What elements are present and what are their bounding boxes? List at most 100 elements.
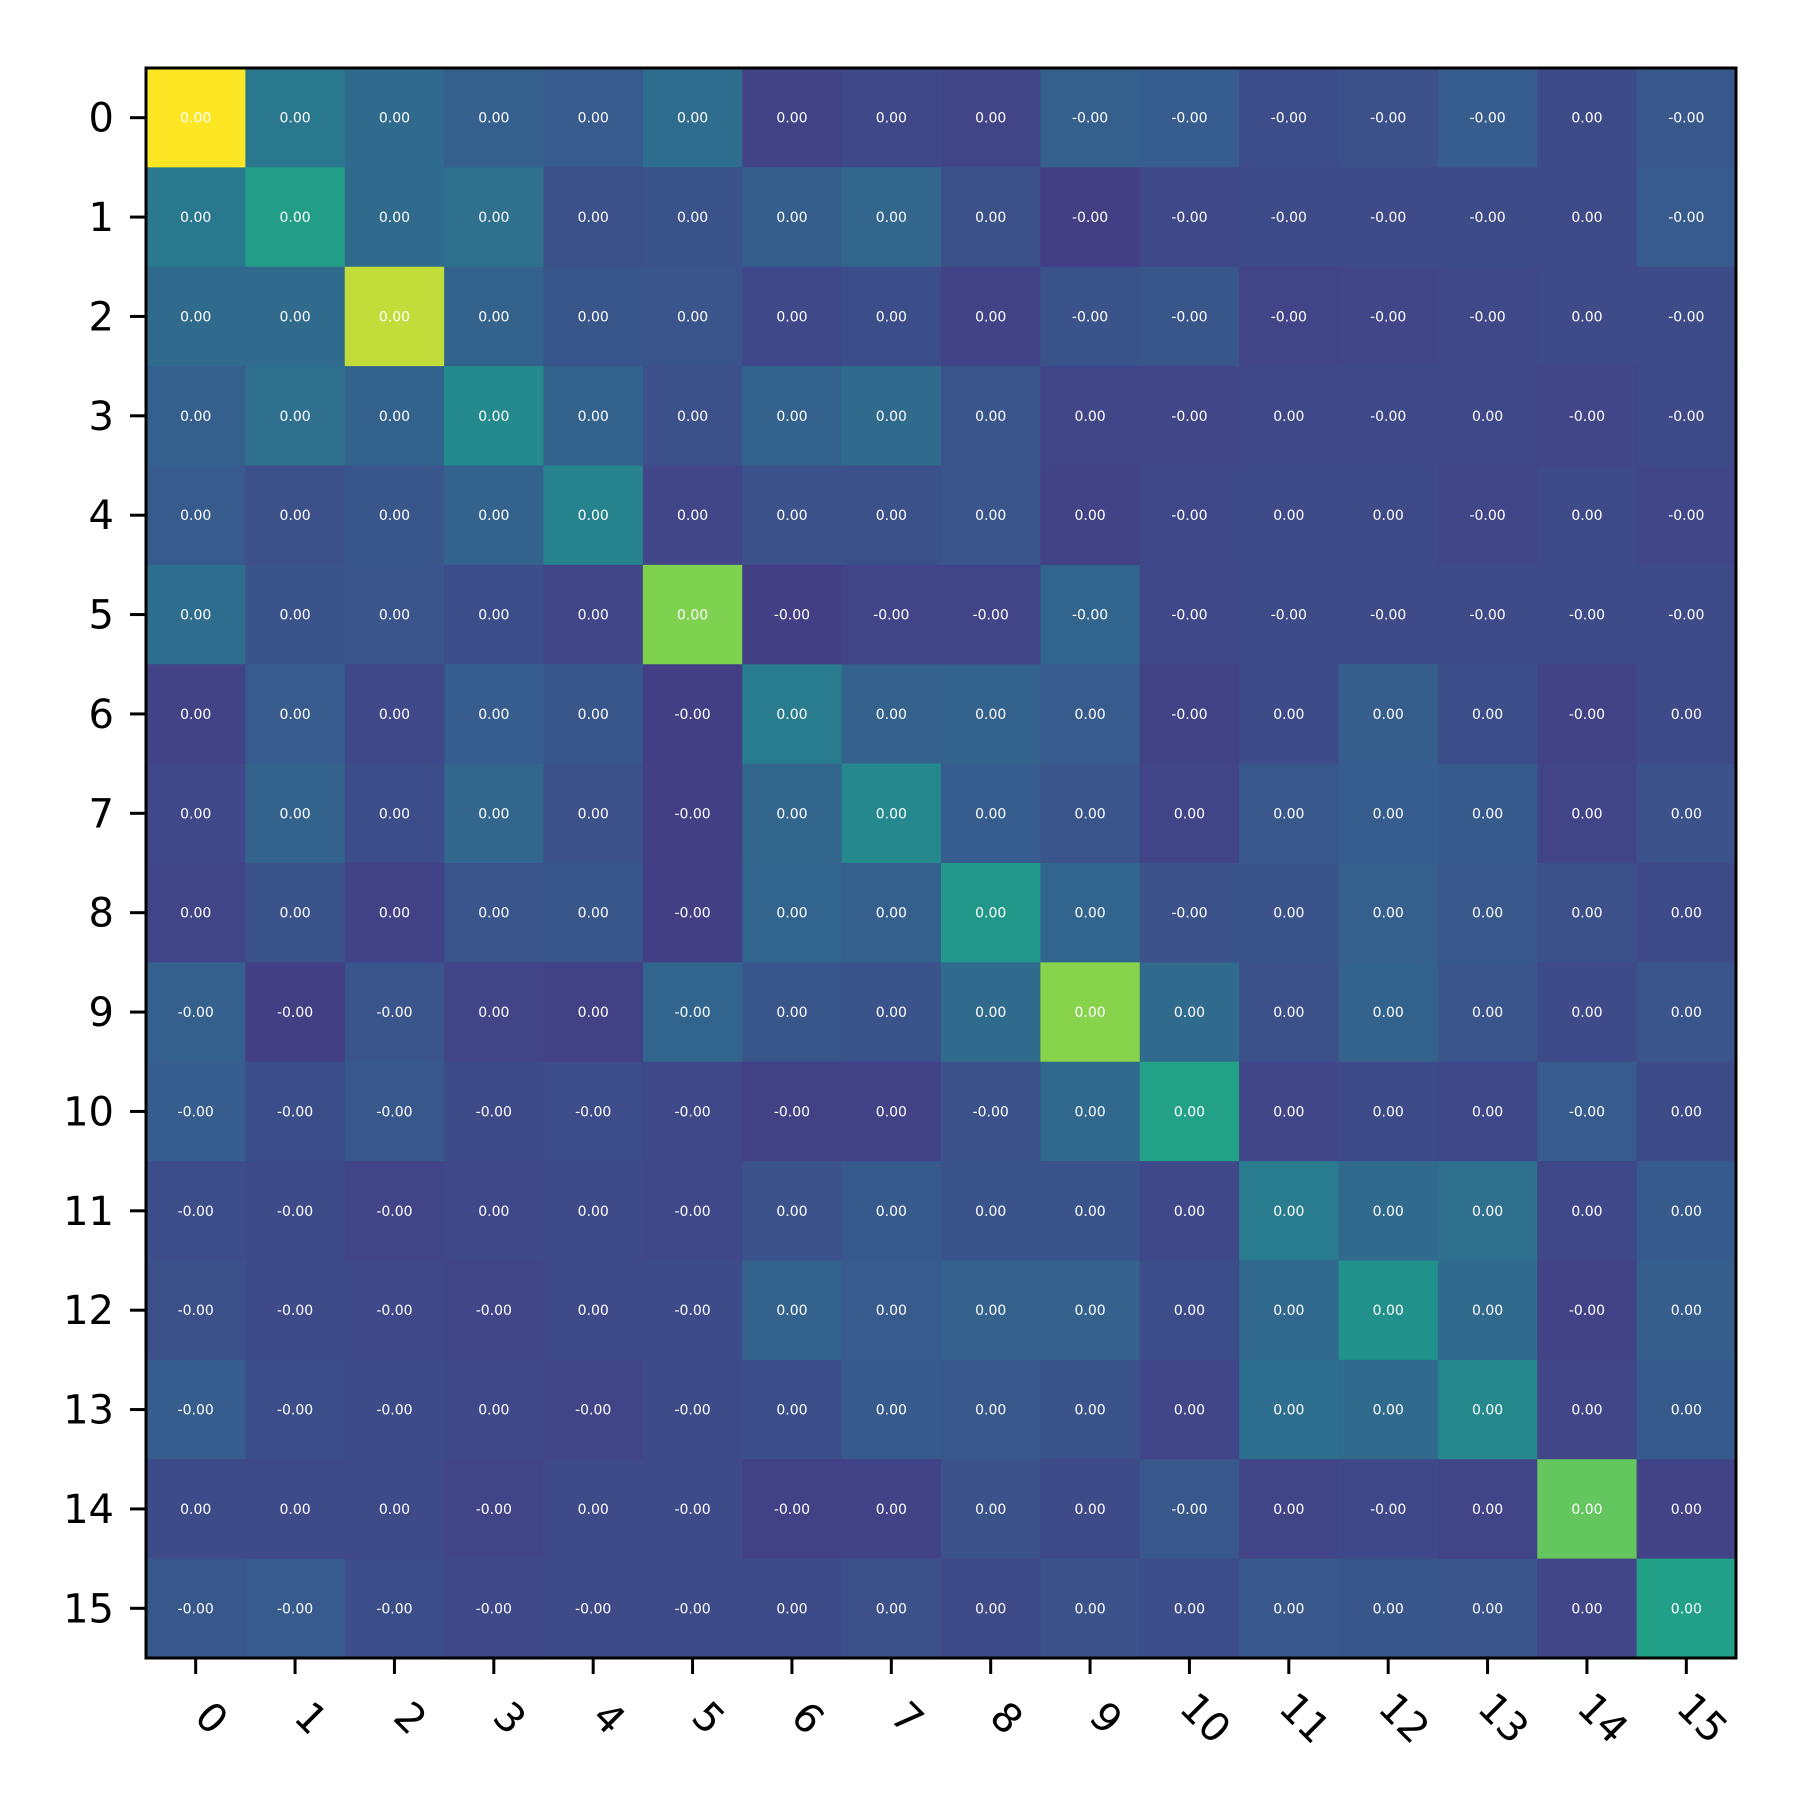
cell-value-label: 0.00 bbox=[1373, 1303, 1404, 1319]
x-tick-label: 4 bbox=[583, 1693, 634, 1744]
heatmap-cell-1-2 bbox=[344, 167, 445, 268]
cell-value-label: 0.00 bbox=[876, 309, 907, 325]
cell-value-label: -0.00 bbox=[1469, 508, 1505, 524]
heatmap-cell-9-15 bbox=[1636, 962, 1737, 1063]
cell-value-label: 0.00 bbox=[1373, 508, 1404, 524]
cell-value-label: -0.00 bbox=[1171, 707, 1207, 723]
cell-value-label: -0.00 bbox=[1370, 210, 1406, 226]
x-tick-label: 10 bbox=[1171, 1684, 1240, 1753]
plot-frame bbox=[144, 66, 1738, 1660]
heatmap-cell-12-5 bbox=[642, 1260, 743, 1361]
cell-value-label: 0.00 bbox=[1074, 1104, 1105, 1120]
heatmap-cell-12-1 bbox=[245, 1260, 346, 1361]
heatmap-cell-5-5 bbox=[642, 564, 743, 665]
x-tick-label: 1 bbox=[285, 1693, 336, 1744]
cell-value-label: -0.00 bbox=[1668, 608, 1704, 624]
cell-value-label: 0.00 bbox=[975, 409, 1006, 425]
heatmap-cell-3-11 bbox=[1239, 366, 1340, 467]
cell-value-label: 0.00 bbox=[1671, 1403, 1702, 1419]
heatmap-cell-8-6 bbox=[742, 863, 843, 963]
cell-value-label: 0.00 bbox=[180, 1502, 211, 1518]
cell-value-label: 0.00 bbox=[279, 1502, 310, 1518]
cell-value-label: 0.00 bbox=[776, 1601, 807, 1617]
heatmap-cell-12-10 bbox=[1139, 1260, 1240, 1361]
heatmap-cell-7-5 bbox=[642, 763, 743, 864]
heatmap-cell-15-3 bbox=[444, 1558, 545, 1659]
heatmap-cell-4-7 bbox=[841, 465, 942, 566]
cell-value-label: -0.00 bbox=[1072, 608, 1108, 624]
heatmap-cell-1-4 bbox=[543, 167, 644, 268]
cell-value-label: -0.00 bbox=[178, 1303, 214, 1319]
y-tick-label: 10 bbox=[63, 1089, 114, 1135]
heatmap-cell-7-9 bbox=[1040, 763, 1141, 864]
heatmap-cell-6-5 bbox=[642, 664, 743, 765]
heatmap-cell-3-0 bbox=[146, 366, 246, 467]
cell-value-label: 0.00 bbox=[478, 1204, 509, 1220]
cell-value-label: 0.00 bbox=[975, 707, 1006, 723]
heatmap-cell-5-15 bbox=[1636, 564, 1737, 665]
cell-value-label: -0.00 bbox=[476, 1303, 512, 1319]
cell-value-label: -0.00 bbox=[1171, 608, 1207, 624]
cell-value-label: -0.00 bbox=[277, 1303, 313, 1319]
heatmap-cell-4-9 bbox=[1040, 465, 1141, 566]
cell-value-label: 0.00 bbox=[876, 111, 907, 127]
heatmap-cell-10-12 bbox=[1338, 1061, 1439, 1162]
cell-value-label: 0.00 bbox=[1273, 1104, 1304, 1120]
heatmap-cell-15-11 bbox=[1239, 1558, 1340, 1659]
heatmap-cell-15-12 bbox=[1338, 1558, 1439, 1659]
heatmap-cell-5-1 bbox=[245, 564, 346, 665]
cell-value-label: 0.00 bbox=[1472, 1303, 1503, 1319]
heatmap-cell-0-10 bbox=[1139, 68, 1240, 168]
heatmap-cell-9-8 bbox=[941, 962, 1041, 1063]
heatmap-cell-4-2 bbox=[344, 465, 445, 566]
heatmap-cell-5-7 bbox=[841, 564, 942, 665]
heatmap-cell-7-15 bbox=[1636, 763, 1737, 864]
cell-value-label: -0.00 bbox=[1171, 409, 1207, 425]
cell-value-label: 0.00 bbox=[876, 1403, 907, 1419]
cell-value-label: 0.00 bbox=[1373, 1104, 1404, 1120]
x-axis: 0 1 2 3 4 5 6 7 8 9 10 11 12 13 14 15 bbox=[186, 1658, 1736, 1753]
heatmap-cell-14-5 bbox=[642, 1459, 743, 1560]
cell-value-label: 0.00 bbox=[975, 1403, 1006, 1419]
heatmap-cell-3-9 bbox=[1040, 366, 1141, 467]
heatmap-cell-labels: 0.00 0.00 0.00 0.00 0.00 0.00 0.00 0.00 0.00 -0.0… bbox=[178, 111, 1705, 1618]
cell-value-label: 0.00 bbox=[1273, 1502, 1304, 1518]
cell-value-label: -0.00 bbox=[1271, 111, 1307, 127]
cell-value-label: -0.00 bbox=[178, 1005, 214, 1021]
heatmap-cell-7-4 bbox=[543, 763, 644, 864]
heatmap-cell-11-0 bbox=[146, 1161, 246, 1262]
cell-value-label: 0.00 bbox=[279, 608, 310, 624]
cell-value-label: -0.00 bbox=[674, 806, 710, 822]
cell-value-label: 0.00 bbox=[1472, 707, 1503, 723]
heatmap-cell-6-2 bbox=[344, 664, 445, 765]
heatmap-cell-9-11 bbox=[1239, 962, 1340, 1063]
cell-value-label: -0.00 bbox=[1668, 210, 1704, 226]
cell-value-label: 0.00 bbox=[1472, 1502, 1503, 1518]
heatmap-cell-0-1 bbox=[245, 68, 346, 168]
cell-value-label: 0.00 bbox=[776, 1005, 807, 1021]
heatmap-cell-3-8 bbox=[941, 366, 1041, 467]
heatmap-cell-9-9 bbox=[1040, 962, 1141, 1063]
cell-value-label: -0.00 bbox=[1469, 309, 1505, 325]
heatmap-cell-8-4 bbox=[543, 863, 644, 963]
heatmap-cell-13-14 bbox=[1537, 1359, 1638, 1460]
y-tick-label: 2 bbox=[89, 294, 114, 340]
heatmap-cell-0-14 bbox=[1537, 68, 1638, 168]
heatmap-cell-11-13 bbox=[1437, 1161, 1538, 1262]
heatmap-cell-4-10 bbox=[1139, 465, 1240, 566]
cell-value-label: 0.00 bbox=[1472, 906, 1503, 922]
heatmap-cell-9-13 bbox=[1437, 962, 1538, 1063]
heatmap-cell-10-8 bbox=[941, 1061, 1041, 1162]
y-tick-label: 6 bbox=[89, 692, 114, 738]
heatmap-cell-4-3 bbox=[444, 465, 545, 566]
cell-value-label: 0.00 bbox=[1273, 508, 1304, 524]
heatmap-cell-3-6 bbox=[742, 366, 843, 467]
heatmap-cell-2-10 bbox=[1139, 266, 1240, 367]
cell-value-label: -0.00 bbox=[1469, 210, 1505, 226]
cell-value-label: 0.00 bbox=[578, 1005, 609, 1021]
heatmap-cell-10-13 bbox=[1437, 1061, 1538, 1162]
heatmap-cell-4-8 bbox=[941, 465, 1041, 566]
heatmap-cell-12-13 bbox=[1437, 1260, 1538, 1361]
cell-value-label: -0.00 bbox=[1072, 309, 1108, 325]
heatmap-cell-1-14 bbox=[1537, 167, 1638, 268]
